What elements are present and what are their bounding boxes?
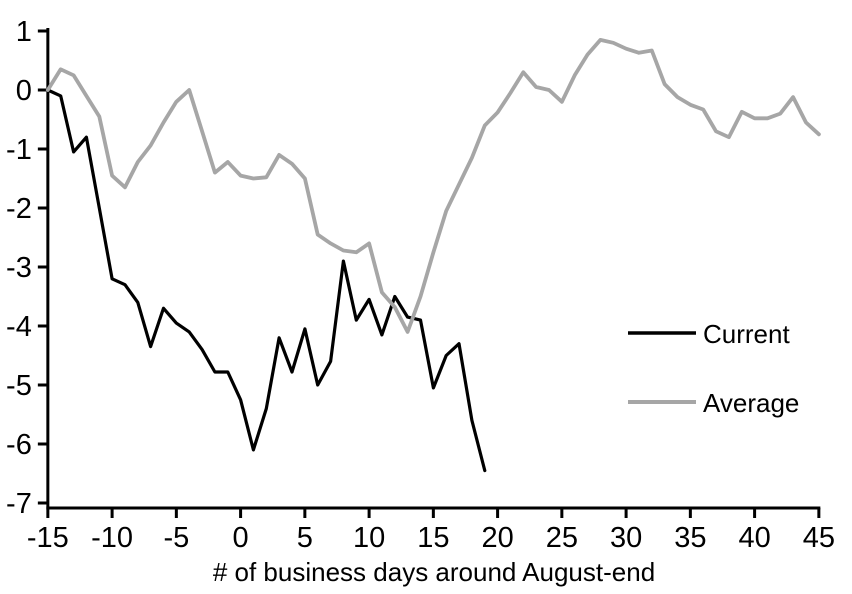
x-tick-label: -10 <box>91 522 133 554</box>
x-tick-label: 30 <box>610 522 642 554</box>
y-tick-label: 0 <box>16 75 32 107</box>
y-tick-label: -2 <box>6 193 32 225</box>
x-tick-label: 5 <box>297 522 313 554</box>
x-tick-label: 45 <box>803 522 835 554</box>
x-tick-label: 20 <box>481 522 513 554</box>
y-tick-label: -6 <box>6 429 32 461</box>
y-tick-label: -7 <box>6 488 32 520</box>
x-tick-label: 25 <box>546 522 578 554</box>
x-tick-label: -5 <box>163 522 189 554</box>
x-tick-label: 10 <box>353 522 385 554</box>
x-axis-title: # of business days around August-end <box>212 557 656 587</box>
x-tick-label: 40 <box>738 522 770 554</box>
legend-label-average: Average <box>703 388 800 418</box>
y-tick-label: 1 <box>16 16 32 48</box>
y-tick-label: -3 <box>6 252 32 284</box>
y-tick-label: -5 <box>6 370 32 402</box>
x-tick-label: -15 <box>27 522 69 554</box>
x-tick-label: 0 <box>233 522 249 554</box>
y-tick-label: -1 <box>6 134 32 166</box>
current-line <box>46 88 487 473</box>
x-tick-label: 15 <box>417 522 449 554</box>
y-tick-label: -4 <box>6 311 32 343</box>
legend-label-current: Current <box>703 319 790 349</box>
x-tick-label: 35 <box>674 522 706 554</box>
average-line <box>45 38 821 334</box>
